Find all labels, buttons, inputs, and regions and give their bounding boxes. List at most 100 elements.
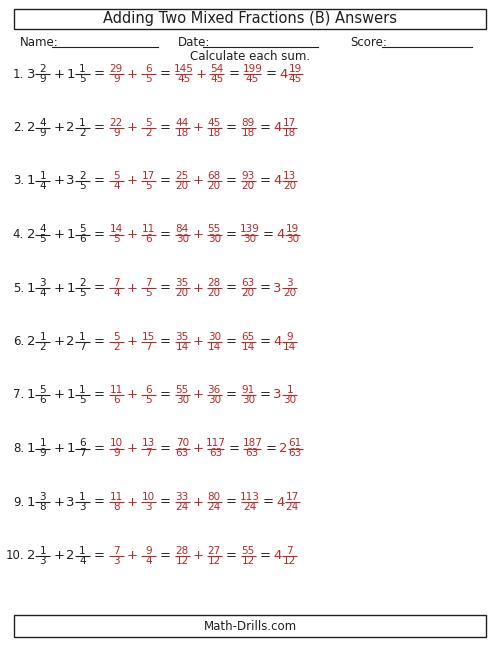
Text: 20: 20 [176,181,189,191]
Text: Name:: Name: [20,36,59,49]
Text: =: = [94,228,105,241]
Text: +: + [193,442,204,455]
Text: 1: 1 [40,439,46,448]
Text: 3: 3 [79,502,86,512]
Text: 7: 7 [145,448,152,459]
Text: 35: 35 [176,278,189,288]
Text: 1: 1 [26,496,35,509]
Text: 30: 30 [208,395,221,405]
Text: +: + [54,228,64,241]
Text: 5: 5 [113,331,119,342]
Text: 5: 5 [40,385,46,395]
Text: Adding Two Mixed Fractions (B) Answers: Adding Two Mixed Fractions (B) Answers [103,12,397,27]
Text: 15: 15 [142,331,155,342]
Text: 3: 3 [286,278,293,288]
Text: +: + [127,388,138,402]
Text: 2: 2 [79,127,86,138]
Text: 19: 19 [288,64,302,74]
Text: 35: 35 [176,331,189,342]
Text: 1: 1 [26,281,35,294]
Text: =: = [262,496,274,509]
Text: =: = [226,335,237,348]
Text: 3.: 3. [13,175,24,188]
Text: 18: 18 [242,127,255,138]
Text: 6: 6 [145,64,152,74]
Text: =: = [265,442,276,455]
Text: 5: 5 [79,395,86,405]
Text: 5: 5 [79,225,86,234]
Text: 4: 4 [40,225,46,234]
Text: 4: 4 [40,181,46,191]
Text: 4: 4 [40,288,46,298]
Text: 1: 1 [79,492,86,502]
Text: +: + [127,549,138,562]
Text: +: + [54,281,64,294]
Text: Score:: Score: [350,36,387,49]
Text: 65: 65 [242,331,255,342]
Text: 1: 1 [26,442,35,455]
Text: 91: 91 [242,385,255,395]
Text: 1: 1 [40,171,46,181]
Text: +: + [193,121,204,134]
Text: 44: 44 [176,118,189,127]
Text: 2: 2 [26,228,35,241]
Text: 24: 24 [208,502,221,512]
Text: 17: 17 [283,118,296,127]
Text: 24: 24 [286,502,299,512]
Text: 63: 63 [288,448,302,459]
Text: +: + [193,281,204,294]
Text: 55: 55 [242,545,255,556]
Text: 1: 1 [26,388,35,402]
Text: 4: 4 [145,556,152,565]
Text: 4: 4 [276,496,284,509]
Text: =: = [160,549,171,562]
Text: 3: 3 [40,492,46,502]
Text: 6: 6 [79,439,86,448]
Text: 13: 13 [283,171,296,181]
Text: 1: 1 [79,385,86,395]
Text: =: = [226,388,237,402]
Text: 2: 2 [66,549,74,562]
Text: 1.: 1. [13,67,24,80]
Text: Calculate each sum.: Calculate each sum. [190,50,310,63]
Text: =: = [226,549,237,562]
Text: 1: 1 [66,388,74,402]
Text: 5: 5 [113,171,119,181]
Text: +: + [196,67,206,80]
Text: =: = [226,228,237,241]
Text: 139: 139 [240,225,260,234]
Text: 14: 14 [242,342,255,351]
Text: Date:: Date: [178,36,210,49]
Text: 84: 84 [176,225,189,234]
Text: 45: 45 [208,118,221,127]
Text: 30: 30 [243,234,256,245]
Text: =: = [94,549,105,562]
Text: 2: 2 [26,335,35,348]
Text: 4: 4 [79,556,86,565]
Text: 7: 7 [113,545,119,556]
Text: 63: 63 [176,448,189,459]
Text: 5: 5 [79,74,86,84]
Text: 9: 9 [40,448,46,459]
Text: 14: 14 [208,342,221,351]
Text: 63: 63 [246,448,259,459]
Text: 9: 9 [40,74,46,84]
Text: 25: 25 [176,171,189,181]
Text: 2: 2 [279,442,287,455]
Text: 68: 68 [208,171,221,181]
Text: 6: 6 [40,395,46,405]
Text: =: = [226,121,237,134]
Text: +: + [193,335,204,348]
Text: 12: 12 [242,556,255,565]
Text: 117: 117 [206,439,226,448]
Text: 12: 12 [176,556,189,565]
Text: =: = [94,281,105,294]
Text: 30: 30 [208,331,221,342]
Text: +: + [127,496,138,509]
Text: 1: 1 [79,64,86,74]
Text: 4: 4 [274,549,282,562]
Text: 4: 4 [40,118,46,127]
Text: 2: 2 [40,64,46,74]
Text: 3: 3 [274,388,282,402]
Text: +: + [127,228,138,241]
